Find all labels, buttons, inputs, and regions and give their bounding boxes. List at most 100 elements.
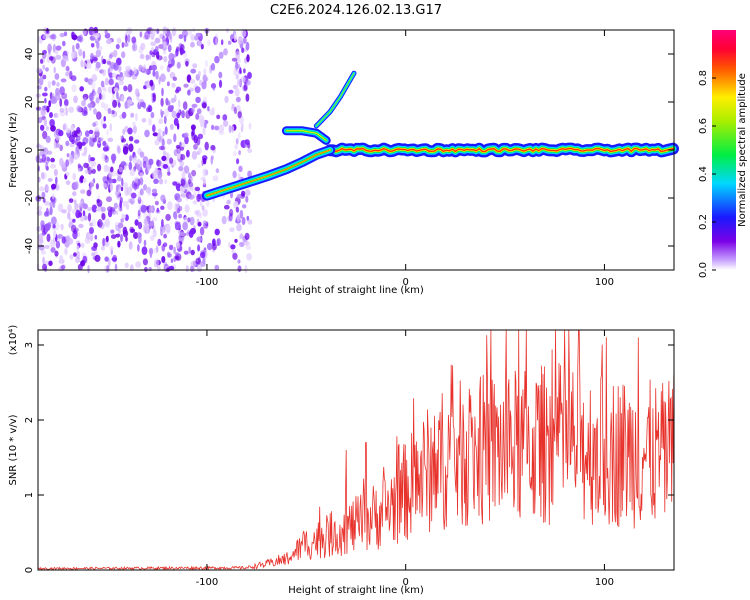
- noise-blob: [176, 208, 181, 214]
- noise-blob: [240, 76, 246, 83]
- noise-blob: [65, 71, 69, 77]
- noise-blob: [156, 207, 160, 213]
- colorbar-label: Normalized spectral amplitude: [737, 73, 748, 227]
- noise-blob: [95, 49, 102, 58]
- noise-blob: [55, 136, 61, 141]
- noise-blob: [94, 127, 100, 132]
- noise-blob: [75, 42, 80, 50]
- noise-blob: [121, 95, 125, 103]
- noise-blob: [81, 29, 87, 36]
- noise-blob: [44, 86, 48, 92]
- noise-blob: [161, 219, 164, 228]
- noise-blob: [158, 178, 164, 185]
- noise-blob: [44, 244, 50, 249]
- noise-blob: [86, 163, 90, 171]
- noise-blob: [195, 209, 201, 217]
- noise-blob: [96, 111, 102, 120]
- noise-blob: [247, 170, 253, 178]
- noise-blob: [160, 194, 166, 202]
- noise-blob: [71, 139, 75, 145]
- noise-blob: [121, 178, 124, 187]
- spectrogram-xlabel: Height of straight line (km): [288, 285, 424, 296]
- noise-blob: [39, 58, 44, 64]
- noise-blob: [176, 108, 180, 114]
- noise-blob: [106, 265, 110, 273]
- noise-blob: [236, 104, 241, 111]
- noise-blob: [151, 64, 158, 71]
- noise-blob: [241, 47, 245, 53]
- noise-blob: [42, 51, 47, 59]
- noise-blob: [199, 226, 205, 236]
- noise-blob: [202, 220, 208, 225]
- noise-blob: [211, 107, 215, 115]
- noise-blob: [137, 209, 141, 217]
- noise-blob: [135, 112, 138, 122]
- colorbar-tick-label: 0.4: [698, 166, 709, 182]
- noise-blob: [182, 29, 188, 38]
- noise-blob: [215, 37, 218, 46]
- noise-blob: [152, 93, 157, 102]
- noise-blob: [218, 79, 223, 88]
- noise-blob: [74, 181, 79, 190]
- noise-blob: [229, 227, 235, 233]
- noise-blob: [54, 73, 60, 80]
- noise-blob: [176, 112, 181, 119]
- noise-blob: [137, 221, 143, 230]
- noise-blob: [141, 199, 144, 206]
- noise-blob: [145, 80, 151, 89]
- noise-blob: [56, 82, 60, 87]
- noise-blob: [50, 157, 55, 163]
- noise-blob: [51, 92, 55, 102]
- noise-blob: [153, 178, 159, 184]
- noise-blob: [76, 250, 80, 260]
- noise-blob: [203, 179, 206, 186]
- noise-blob: [78, 34, 83, 43]
- noise-blob: [202, 168, 207, 177]
- noise-blob: [146, 107, 151, 113]
- noise-blob: [139, 53, 145, 60]
- noise-blob: [193, 143, 198, 150]
- noise-blob: [121, 213, 126, 220]
- spectrogram-y-tick-label: -20: [24, 190, 35, 206]
- noise-blob: [42, 92, 48, 97]
- noise-blob: [82, 178, 87, 183]
- noise-blob: [75, 154, 79, 160]
- noise-blob: [236, 193, 242, 199]
- noise-blob: [95, 183, 99, 190]
- noise-blob: [143, 68, 149, 74]
- noise-blob: [69, 217, 74, 225]
- noise-blob: [188, 194, 195, 200]
- noise-blob: [244, 189, 251, 197]
- noise-blob: [139, 31, 143, 38]
- noise-blob: [173, 117, 179, 126]
- noise-blob: [161, 256, 166, 263]
- noise-blob: [69, 70, 73, 80]
- noise-blob: [91, 90, 96, 96]
- noise-blob: [172, 76, 177, 82]
- noise-blob: [71, 50, 75, 60]
- noise-blob: [152, 124, 156, 133]
- snr-ticks: -100 0 100 0 1 2 3: [24, 330, 674, 588]
- noise-blob: [38, 238, 44, 244]
- noise-blob: [85, 130, 90, 138]
- noise-blob: [239, 117, 244, 125]
- noise-blob: [191, 106, 196, 113]
- noise-blob: [90, 52, 94, 60]
- noise-blob: [92, 122, 97, 127]
- noise-blob: [108, 72, 114, 78]
- noise-blob: [65, 65, 70, 72]
- noise-blob: [73, 252, 77, 257]
- noise-blob: [212, 243, 217, 251]
- noise-blob: [43, 118, 48, 127]
- noise-blob: [236, 79, 242, 87]
- noise-blob: [195, 257, 201, 265]
- noise-blob: [51, 80, 56, 86]
- noise-blob: [148, 211, 152, 220]
- noise-blob: [196, 265, 202, 273]
- noise-blob: [57, 143, 61, 149]
- colorbar-tick-label: 0.8: [698, 70, 709, 86]
- noise-blob: [195, 113, 200, 120]
- noise-blob: [232, 151, 237, 157]
- noise-blob: [166, 251, 171, 258]
- noise-blob: [149, 79, 154, 87]
